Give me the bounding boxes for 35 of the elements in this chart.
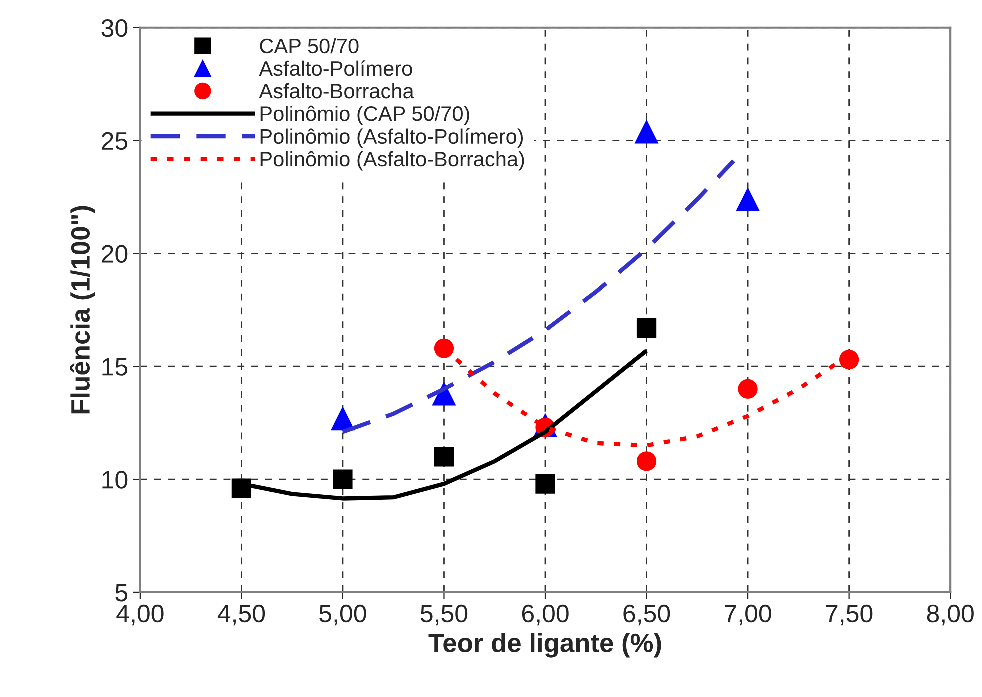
point: [634, 120, 659, 144]
point: [434, 447, 454, 467]
legend-label: Asfalto-Borracha: [259, 83, 414, 99]
y-tick-label: 25: [102, 132, 128, 150]
legend-label: Polinômio (CAP 50/70): [260, 106, 470, 126]
point: [636, 452, 657, 472]
x-tick-label: 7,00: [724, 604, 772, 626]
point: [839, 350, 860, 370]
point: [736, 187, 760, 212]
point: [330, 406, 355, 431]
x-tick-label: 7,50: [826, 604, 873, 626]
y-tick-label: 15: [102, 358, 128, 376]
y-tick-label: 30: [102, 19, 128, 38]
x-tick-label: 6,00: [522, 604, 569, 626]
x-tick-label: 5,00: [320, 604, 366, 626]
x-tick-label: 4,50: [218, 604, 266, 626]
legend-label: Asfalto-Polímero: [259, 60, 412, 76]
point: [232, 478, 252, 498]
y-tick-label: 20: [102, 245, 128, 264]
legend-label: Polinômio (Asfalto-Borracha): [260, 151, 524, 171]
y-tick-label: 5: [116, 584, 128, 602]
x-tick-label: 6,50: [624, 604, 670, 626]
legend-label: CAP 50/70: [260, 38, 359, 54]
point: [333, 470, 353, 490]
y-axis-title: Fluência (1/100"): [70, 206, 96, 414]
y-tick-label: 10: [102, 471, 128, 489]
x-tick-label: 5,50: [420, 604, 468, 626]
point: [434, 338, 454, 358]
point: [536, 474, 556, 494]
x-axis-title: Teor de ligante (%): [428, 633, 662, 658]
legend-label: Polinômio (Asfalto-Polímero): [260, 128, 524, 148]
point: [636, 318, 657, 338]
point: [738, 379, 758, 400]
x-tick-label: 4,00: [116, 604, 164, 626]
x-tick-label: 8,00: [927, 604, 974, 626]
